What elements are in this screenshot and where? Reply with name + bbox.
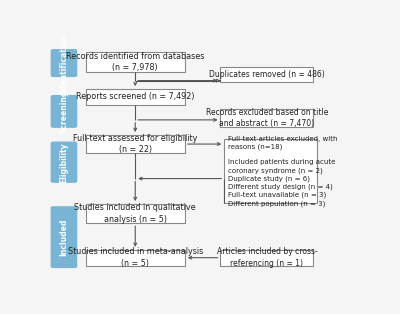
Text: Identification: Identification xyxy=(60,34,68,92)
Text: Articles included by cross-
referencing (n = 1): Articles included by cross- referencing … xyxy=(217,247,317,268)
Text: Records excluded based on title
and abstract (n = 7,470): Records excluded based on title and abst… xyxy=(206,108,328,128)
FancyBboxPatch shape xyxy=(86,51,185,72)
FancyBboxPatch shape xyxy=(86,250,185,266)
Text: Full-text assessed for eligibility
(n = 22): Full-text assessed for eligibility (n = … xyxy=(73,134,198,154)
FancyBboxPatch shape xyxy=(86,89,185,105)
Text: Studies included in qualitative
analysis (n = 5): Studies included in qualitative analysis… xyxy=(74,203,196,224)
FancyBboxPatch shape xyxy=(86,135,185,153)
FancyBboxPatch shape xyxy=(220,67,314,82)
FancyBboxPatch shape xyxy=(51,95,77,128)
Text: Duplicates removed (n = 486): Duplicates removed (n = 486) xyxy=(209,70,325,79)
Text: Studies included in meta-analysis
(n = 5): Studies included in meta-analysis (n = 5… xyxy=(68,247,203,268)
FancyBboxPatch shape xyxy=(224,139,317,203)
Text: Included: Included xyxy=(60,219,68,256)
FancyBboxPatch shape xyxy=(220,250,314,266)
Text: Records identified from databases
(n = 7,978): Records identified from databases (n = 7… xyxy=(66,51,204,72)
Text: Eligibility: Eligibility xyxy=(60,142,68,182)
Text: Screening: Screening xyxy=(60,90,68,133)
FancyBboxPatch shape xyxy=(51,49,77,77)
FancyBboxPatch shape xyxy=(51,206,77,268)
Text: Reports screened (n = 7,492): Reports screened (n = 7,492) xyxy=(76,92,194,101)
FancyBboxPatch shape xyxy=(220,109,314,127)
Text: Full-text articles excluded, with
reasons (n=18)

Included patients during acute: Full-text articles excluded, with reason… xyxy=(228,136,338,207)
FancyBboxPatch shape xyxy=(86,204,185,223)
FancyBboxPatch shape xyxy=(51,142,77,183)
